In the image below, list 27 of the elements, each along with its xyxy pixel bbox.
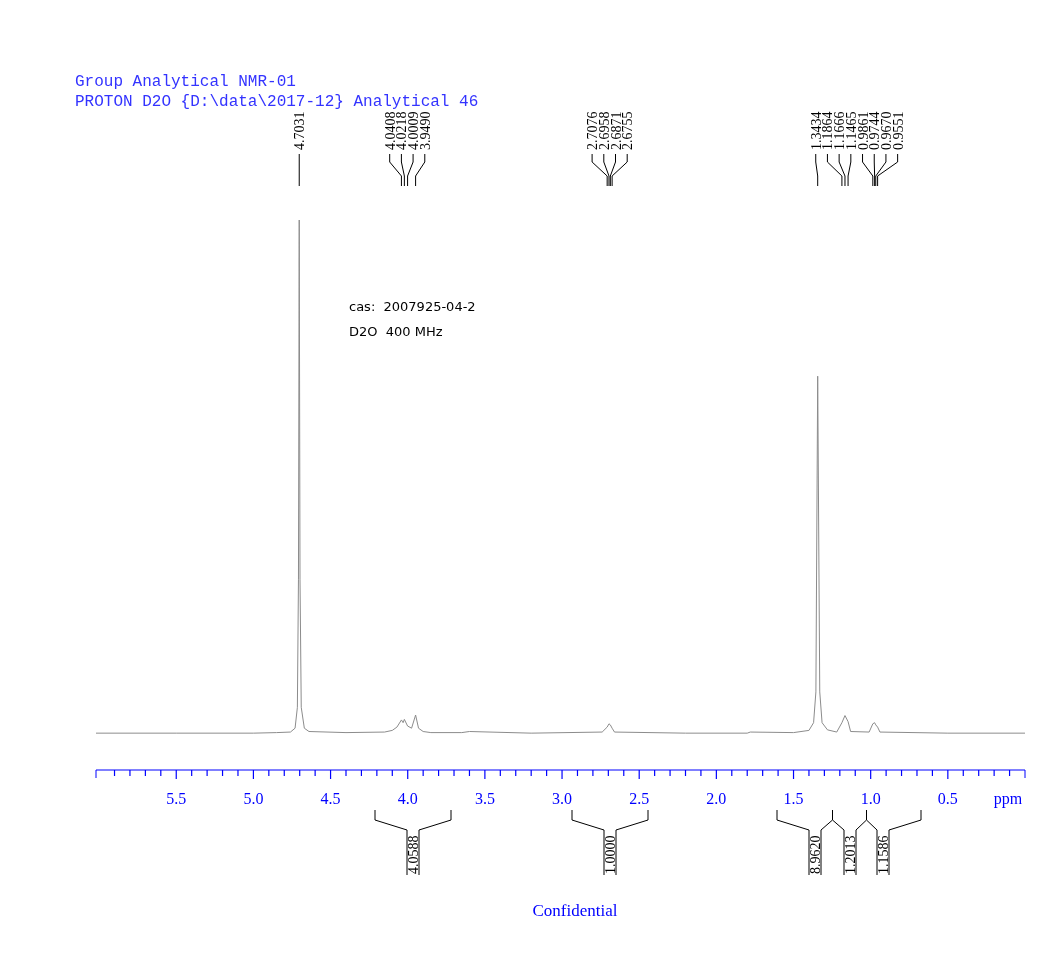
x-tick-label: 5.0	[243, 790, 264, 807]
x-tick-label: 3.0	[552, 790, 573, 807]
text: 1.2013	[843, 835, 858, 874]
x-tick-label: 4.5	[320, 790, 341, 807]
text: 4.7031	[292, 111, 308, 150]
annotation: cas: 2007925-04-2	[349, 299, 476, 314]
chart-title: Group Analytical NMR-01	[75, 73, 296, 91]
chart-subtitle: PROTON D2O {D:\data\2017-12} Analytical 46	[75, 93, 479, 111]
x-tick-label: 1.5	[783, 790, 804, 807]
text: 1.0000	[603, 835, 618, 874]
text: 3.9490	[417, 111, 433, 150]
x-tick-label: 1.0	[860, 790, 881, 807]
text: 8.9620	[808, 835, 823, 874]
x-tick-label: 5.5	[166, 790, 187, 807]
x-tick-label: 2.0	[706, 790, 727, 807]
text: 2.6755	[620, 111, 636, 150]
text: 1.1586	[876, 835, 891, 874]
text: Confidential	[532, 901, 618, 920]
x-axis-title: ppm	[993, 790, 1023, 808]
text: 2.6958	[596, 111, 612, 150]
text: 4.0588	[406, 835, 421, 874]
annotation: D2O 400 MHz	[349, 324, 443, 339]
x-tick-label: 2.5	[629, 790, 650, 807]
x-tick-label: 0.5	[937, 790, 958, 807]
x-tick-label: 3.5	[474, 790, 495, 807]
x-tick-label: 4.0	[397, 790, 418, 807]
text: 1.1465	[843, 111, 859, 150]
